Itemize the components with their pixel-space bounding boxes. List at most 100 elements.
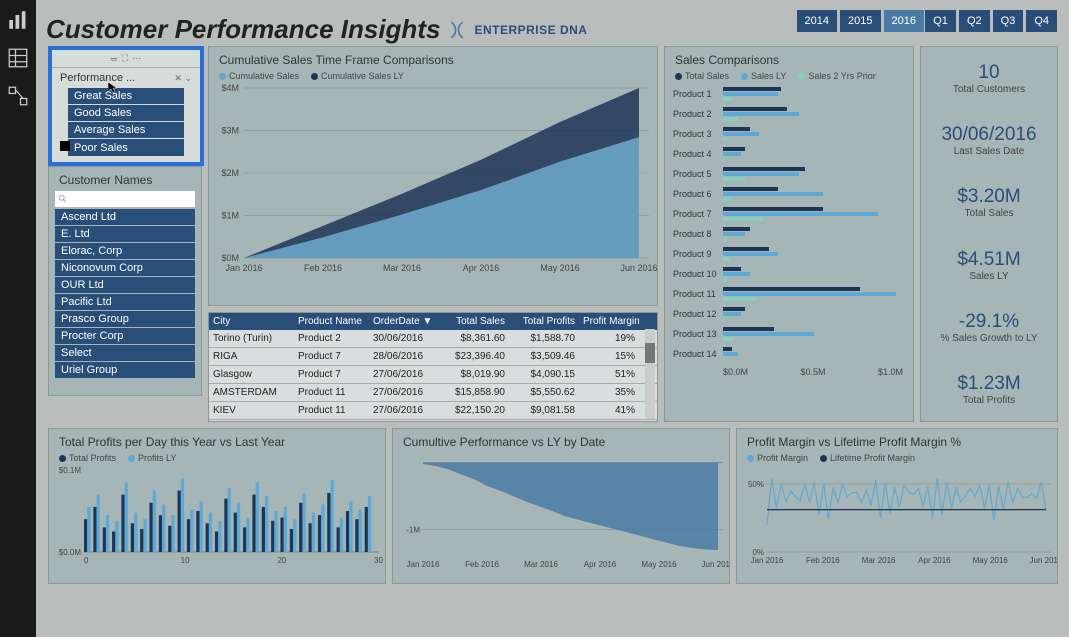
bot1-title: Total Profits per Day this Year vs Last … xyxy=(49,429,385,451)
col-header[interactable]: City xyxy=(209,313,294,330)
table-header[interactable]: CityProduct NameOrderDate ▼Total SalesTo… xyxy=(209,313,657,330)
quarter-tab-Q2[interactable]: Q2 xyxy=(959,10,990,32)
bot3-title: Profit Margin vs Lifetime Profit Margin … xyxy=(737,429,1057,451)
kpi-card: 30/06/2016Last Sales Date xyxy=(941,124,1036,157)
year-tab-2014[interactable]: 2014 xyxy=(797,10,837,32)
product-bar-row[interactable]: Product 10 xyxy=(673,265,905,283)
product-bar-row[interactable]: Product 7 xyxy=(673,205,905,223)
col-header[interactable]: OrderDate ▼ xyxy=(369,313,439,330)
svg-text:50%: 50% xyxy=(748,480,764,489)
customer-item[interactable]: Ascend Ltd xyxy=(55,209,195,225)
customer-item[interactable]: OUR Ltd xyxy=(55,277,195,293)
slicer-item[interactable]: Great Sales xyxy=(68,88,184,104)
cursor-icon xyxy=(108,82,120,94)
svg-text:Apr 2016: Apr 2016 xyxy=(463,263,500,273)
quarter-tab-Q1[interactable]: Q1 xyxy=(925,10,956,32)
model-icon[interactable] xyxy=(8,86,28,106)
product-bar-row[interactable]: Product 11 xyxy=(673,285,905,303)
svg-text:Apr 2016: Apr 2016 xyxy=(584,560,617,569)
quarter-slicer: Q1Q2Q3Q4 xyxy=(925,10,1057,32)
svg-text:Feb 2016: Feb 2016 xyxy=(304,263,342,273)
svg-text:$0.1M: $0.1M xyxy=(59,466,82,475)
svg-text:Jan 2016: Jan 2016 xyxy=(225,263,262,273)
quarter-tab-Q4[interactable]: Q4 xyxy=(1026,10,1057,32)
svg-text:Mar 2016: Mar 2016 xyxy=(383,263,421,273)
col-header[interactable]: Total Sales xyxy=(439,313,509,330)
product-bar-row[interactable]: Product 12 xyxy=(673,305,905,323)
table-row[interactable]: KIEVProduct 1127/06/2016$22,150.20$9,081… xyxy=(209,402,657,420)
product-bar-row[interactable]: Product 4 xyxy=(673,145,905,163)
cumulative-chart[interactable]: Cumulative Sales Time Frame Comparisons … xyxy=(208,46,658,306)
visual-header[interactable]: ═ ⛶ ⋯ xyxy=(52,50,200,68)
kpi-card: $3.20MTotal Sales xyxy=(957,186,1020,219)
svg-text:Feb 2016: Feb 2016 xyxy=(465,560,499,569)
slicer-item[interactable]: Good Sales xyxy=(68,105,184,121)
customer-item[interactable]: Prasco Group xyxy=(55,311,195,327)
customer-item[interactable]: Niconovum Corp xyxy=(55,260,195,276)
profit-margin-chart[interactable]: Profit Margin vs Lifetime Profit Margin … xyxy=(736,428,1058,584)
product-bar-row[interactable]: Product 1 xyxy=(673,85,905,103)
table-row[interactable]: RIGAProduct 728/06/2016$23,396.40$3,509.… xyxy=(209,348,657,366)
svg-text:May 2016: May 2016 xyxy=(973,556,1009,565)
svg-text:Jan 2016: Jan 2016 xyxy=(751,556,784,565)
product-bar-row[interactable]: Product 6 xyxy=(673,185,905,203)
year-tab-2016[interactable]: 2016 xyxy=(884,10,924,32)
svg-text:$4M: $4M xyxy=(221,83,239,93)
chart-icon[interactable] xyxy=(8,10,28,30)
product-bar-row[interactable]: Product 5 xyxy=(673,165,905,183)
svg-text:Jun 2016: Jun 2016 xyxy=(620,263,657,273)
table-row[interactable]: AMSTERDAMProduct 1127/06/2016$15,858.90$… xyxy=(209,384,657,402)
svg-text:-1M: -1M xyxy=(406,525,420,534)
profits-per-day-chart[interactable]: Total Profits per Day this Year vs Last … xyxy=(48,428,386,584)
svg-text:30: 30 xyxy=(374,556,383,565)
salescomp-legend: Total SalesSales LYSales 2 Yrs Prior xyxy=(665,69,913,83)
col-header[interactable]: Profit Margin xyxy=(579,313,639,330)
col-header[interactable]: Product Name xyxy=(294,313,369,330)
quarter-tab-Q3[interactable]: Q3 xyxy=(993,10,1024,32)
table-row[interactable]: Torino (Turin)Product 230/06/2016$8,361.… xyxy=(209,330,657,348)
customer-item[interactable]: Pacific Ltd xyxy=(55,294,195,310)
cum-legend: Cumulative SalesCumulative Sales LY xyxy=(209,69,657,83)
svg-text:Jan 2016: Jan 2016 xyxy=(407,560,440,569)
report-nav xyxy=(0,0,36,637)
col-header[interactable]: Total Profits xyxy=(509,313,579,330)
page-title: Customer Performance Insights xyxy=(46,14,440,45)
cumulative-vs-ly-chart[interactable]: Cumultive Performance vs LY by Date -1M J… xyxy=(392,428,730,584)
table-row[interactable]: BERLINProduct 1125/06/2016$23,959.20$3,8… xyxy=(209,420,657,422)
customer-title: Customer Names xyxy=(49,167,201,189)
report-canvas: Customer Performance Insights ENTERPRISE… xyxy=(36,0,1069,637)
product-bar-row[interactable]: Product 8 xyxy=(673,225,905,243)
sales-comparison-chart[interactable]: Sales Comparisons Total SalesSales LYSal… xyxy=(664,46,914,422)
salescomp-title: Sales Comparisons xyxy=(665,47,913,69)
bot1-bars: $0.0M$0.1M0102030 xyxy=(49,465,385,575)
kpi-panel: 10Total Customers30/06/2016Last Sales Da… xyxy=(920,46,1058,422)
product-bar-row[interactable]: Product 14 xyxy=(673,345,905,363)
focus-icon[interactable]: ⛶ xyxy=(122,53,128,64)
more-icon[interactable]: ⋯ xyxy=(132,53,141,64)
table-icon[interactable] xyxy=(8,48,28,68)
svg-text:$0.0M: $0.0M xyxy=(59,548,82,557)
product-bar-row[interactable]: Product 9 xyxy=(673,245,905,263)
scrollbar[interactable] xyxy=(645,329,655,419)
slicer-item[interactable]: Poor Sales xyxy=(68,139,184,156)
product-bar-row[interactable]: Product 13 xyxy=(673,325,905,343)
year-tab-2015[interactable]: 2015 xyxy=(840,10,880,32)
sales-table[interactable]: CityProduct NameOrderDate ▼Total SalesTo… xyxy=(208,312,658,422)
customer-item[interactable]: Procter Corp xyxy=(55,328,195,344)
bot2-title: Cumultive Performance vs LY by Date xyxy=(393,429,729,451)
slicer-item[interactable]: Average Sales xyxy=(68,122,184,138)
customer-item[interactable]: E. Ltd xyxy=(55,226,195,242)
cum-area-chart: $0M$1M$2M$3M$4MJan 2016Feb 2016Mar 2016A… xyxy=(209,83,657,303)
product-bar-row[interactable]: Product 2 xyxy=(673,105,905,123)
search-input[interactable] xyxy=(55,191,195,207)
customer-item[interactable]: Uriel Group xyxy=(55,362,195,378)
customer-item[interactable]: Elorac, Corp xyxy=(55,243,195,259)
scroll-thumb[interactable] xyxy=(645,343,655,363)
kpi-card: $1.23MTotal Profits xyxy=(957,373,1020,406)
chevron-down-icon[interactable]: ✕ ⌄ xyxy=(174,73,192,84)
customer-item[interactable]: Select xyxy=(55,345,195,361)
year-slicer: 201420152016 xyxy=(797,10,924,32)
performance-slicer[interactable]: ═ ⛶ ⋯ Performance ... ✕ ⌄ Great SalesGoo… xyxy=(48,46,204,166)
table-row[interactable]: GlasgowProduct 727/06/2016$8,019.90$4,09… xyxy=(209,366,657,384)
product-bar-row[interactable]: Product 3 xyxy=(673,125,905,143)
